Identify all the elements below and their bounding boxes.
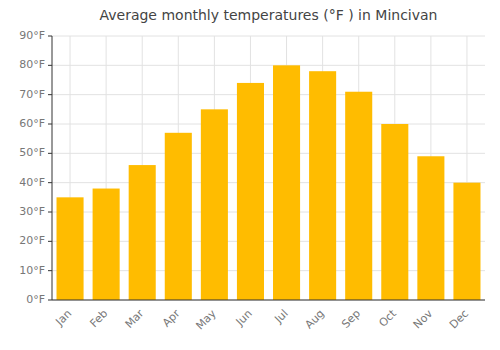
y-tick [48,94,52,95]
bar [309,71,336,300]
y-grid-line [52,65,485,66]
y-grid-line [52,300,485,301]
y-ticks: 0°F 10°F 20°F 30°F 40°F 50°F 60°F 70°F 80°F 90°F [19,29,52,306]
y-grid-line [52,36,485,37]
bar [237,83,264,300]
y-grid-line [52,153,485,154]
x-tick-label: Oct [376,307,399,330]
x-tick-label: Jun [233,307,255,329]
x-tick-label: Nov [411,307,436,332]
chart-container: 0°F 10°F 20°F 30°F 40°F 50°F 60°F 70°F 80°F 90°F J… [0,0,500,350]
y-tick [48,124,52,125]
bar [57,197,84,300]
y-tick [48,65,52,66]
bar [345,92,372,300]
y-grid-line [52,94,485,95]
y-axis-line [52,36,53,300]
y-tick [48,36,52,37]
y-tick-label: 80°F [19,58,45,71]
y-tick-label: 0°F [26,293,45,306]
x-tick-label: May [193,307,219,333]
y-tick-label: 70°F [19,88,45,101]
bar [165,133,192,300]
x-tick-label: Mar [123,307,147,331]
y-tick-label: 40°F [19,176,45,189]
y-tick [48,270,52,271]
y-tick [48,300,52,301]
x-tick-label: Jan [52,307,74,329]
bar [201,109,228,300]
y-tick-label: 30°F [19,205,45,218]
y-tick [48,212,52,213]
y-tick [48,153,52,154]
y-tick [48,241,52,242]
y-tick-label: 50°F [19,146,45,159]
x-tick-label: Apr [160,307,183,330]
bar [417,156,444,300]
bar [129,165,156,300]
grid [52,36,485,300]
y-tick-label: 90°F [19,29,45,42]
x-tick-label: Dec [447,307,471,331]
x-ticks: Jan Feb Mar Apr May Jun Jul Aug Sep Oct Nov Dec [52,307,471,333]
x-tick-label: Aug [302,307,326,331]
x-tick-label: Sep [339,307,363,331]
x-axis-line [52,300,485,301]
chart-svg: 0°F 10°F 20°F 30°F 40°F 50°F 60°F 70°F 80°F 90°F J… [0,0,500,350]
x-tick-label: Jul [271,307,290,326]
y-tick-label: 20°F [19,234,45,247]
y-tick-label: 10°F [19,264,45,277]
y-tick [48,182,52,183]
x-tick-label: Feb [87,307,110,330]
chart-title: Average monthly temperatures (°F ) in Mi… [99,7,437,23]
bar [381,124,408,300]
y-tick-label: 60°F [19,117,45,130]
bar [273,65,300,300]
bar [453,183,480,300]
bar [93,189,120,300]
bars [57,65,481,300]
y-grid-line [52,124,485,125]
